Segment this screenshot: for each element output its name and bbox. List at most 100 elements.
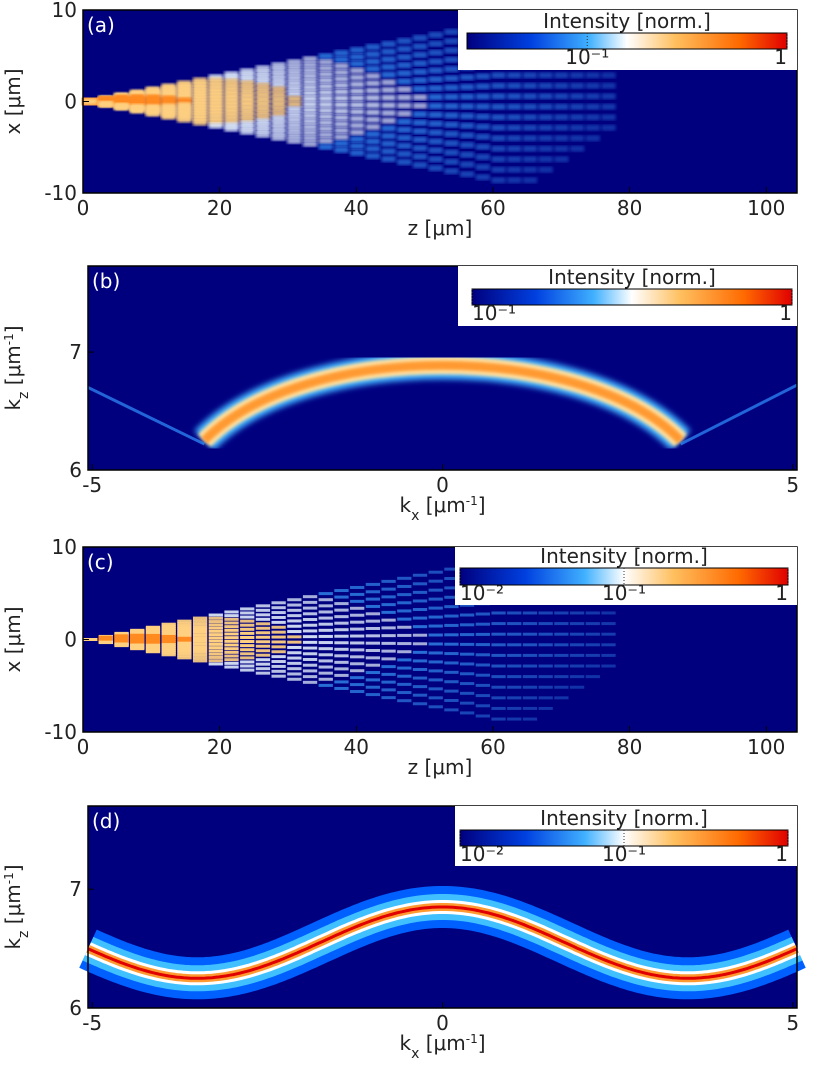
intensity-streak [554,135,569,142]
intensity-streak [287,85,302,92]
intensity-streak [397,625,412,629]
intensity-streak [475,714,490,718]
intensity-streak [365,152,381,159]
intensity-streak [459,701,475,705]
intensity-streak [208,620,223,624]
intensity-streak [208,633,223,637]
intensity-streak [554,696,569,700]
intensity-streak [350,81,365,88]
intensity-streak [130,647,145,651]
intensity-streak [177,639,192,643]
intensity-streak [271,100,286,107]
intensity-streak [287,635,302,639]
intensity-streak [428,76,443,83]
intensity-streak [302,595,318,599]
intensity-streak [350,627,365,631]
intensity-streak [412,616,428,620]
intensity-streak [287,661,302,665]
intensity-streak [208,623,223,627]
intensity-streak [397,94,412,101]
intensity-streak [569,664,585,668]
intensity-streak [507,145,522,152]
intensity-streak [287,64,302,71]
intensity-streak [287,127,302,134]
intensity-streak [538,156,553,163]
intensity-streak [287,132,302,139]
intensity-streak [350,88,365,95]
intensity-streak [287,645,302,649]
intensity-streak [318,659,333,663]
intensity-streak [224,89,239,96]
intensity-streak [302,612,318,616]
intensity-streak [192,630,208,634]
intensity-streak [271,120,286,127]
intensity-streak [318,598,333,602]
intensity-streak [177,626,192,630]
intensity-streak [255,626,271,630]
intensity-streak [161,634,176,638]
intensity-streak [397,699,412,703]
intensity-streak [585,82,600,89]
intensity-streak [334,75,349,82]
intensity-streak [428,67,443,74]
intensity-streak [412,145,428,152]
intensity-streak [255,114,271,121]
intensity-streak [522,717,538,721]
intensity-streak [271,635,286,639]
intensity-streak [365,634,381,638]
intensity-streak [255,78,271,85]
intensity-streak [444,28,459,35]
intensity-streak [397,126,412,133]
intensity-streak [412,650,428,654]
intensity-streak [350,143,365,150]
intensity-streak [334,628,349,632]
intensity-streak [507,643,522,647]
intensity-streak [444,670,459,674]
intensity-streak [428,633,443,637]
intensity-streak [428,606,443,610]
intensity-streak [507,685,522,689]
intensity-streak [240,627,255,631]
intensity-streak [161,113,176,120]
intensity-streak [412,625,428,629]
intensity-streak [491,611,506,615]
intensity-streak [428,615,443,619]
intensity-streak [554,632,569,636]
intensity-streak [601,664,616,668]
intensity-streak [350,74,365,81]
intensity-streak [145,635,161,639]
intensity-streak [365,44,381,51]
intensity-streak [397,37,412,44]
intensity-streak [255,65,271,72]
intensity-streak [522,166,538,173]
intensity-streak [412,685,428,689]
intensity-streak [538,643,553,647]
intensity-streak [475,113,490,120]
intensity-streak [507,706,522,710]
intensity-streak [271,664,286,668]
intensity-streak [428,165,443,172]
intensity-streak [177,619,192,623]
intensity-streak [397,576,412,580]
intensity-streak [240,80,255,87]
intensity-streak [161,647,176,651]
intensity-streak [365,649,381,653]
intensity-streak [428,651,443,655]
intensity-streak [161,632,176,636]
intensity-streak [507,664,522,668]
intensity-streak [287,59,302,66]
intensity-streak [192,650,208,654]
intensity-streak [318,683,333,687]
intensity-streak [224,125,239,132]
intensity-streak [350,115,365,122]
intensity-streak [491,706,506,710]
intensity-streak [554,93,569,100]
intensity-streak [397,134,412,141]
intensity-streak [287,624,302,628]
intensity-streak [224,78,239,85]
intensity-streak [224,658,239,662]
intensity-streak [255,604,271,608]
intensity-streak [365,678,381,682]
intensity-streak [350,690,365,694]
intensity-streak [318,604,333,608]
